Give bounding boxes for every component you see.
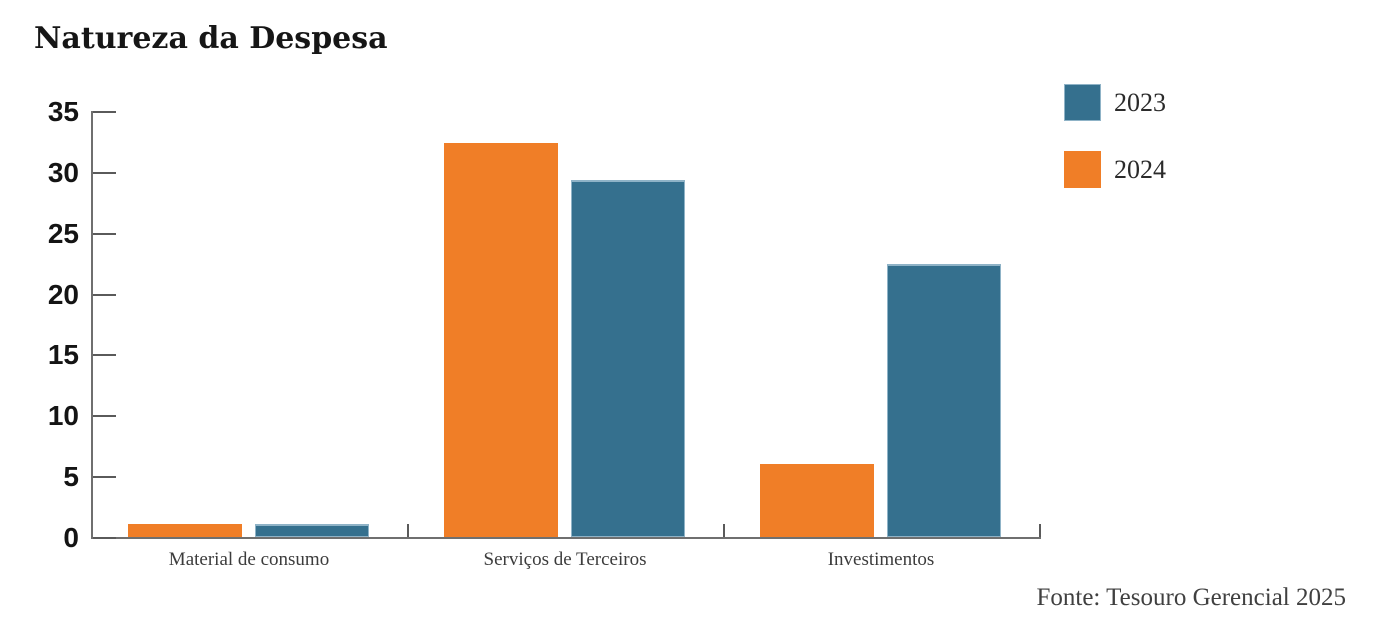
bar-2023-1 (571, 180, 685, 537)
y-tick-label: 10 (47, 400, 79, 431)
x-tick-mark (407, 524, 409, 537)
bar-2023-0 (255, 524, 369, 537)
legend-item-2024: 2024 (1064, 151, 1166, 188)
x-tick-mark (723, 524, 725, 537)
category-label-2: Investimentos (827, 549, 935, 570)
y-tick-mark (93, 111, 116, 113)
y-tick-label: 35 (47, 96, 79, 127)
y-tick-label: 5 (63, 461, 79, 492)
x-tick-mark (1039, 524, 1041, 537)
y-tick-label: 20 (47, 279, 79, 310)
legend: 2023 2024 (1064, 84, 1166, 188)
y-tick-mark (93, 172, 116, 174)
y-tick-label: 25 (47, 218, 79, 249)
legend-swatch-2023 (1064, 84, 1101, 121)
bar-2024-0 (128, 524, 242, 537)
y-tick-mark (93, 537, 116, 539)
legend-label: 2023 (1114, 88, 1166, 117)
chart-title: Natureza da Despesa (34, 21, 388, 56)
y-axis-line (91, 111, 93, 539)
y-tick-mark (93, 415, 116, 417)
y-tick-mark (93, 233, 116, 235)
y-tick-mark (93, 294, 116, 296)
y-tick-mark (93, 354, 116, 356)
category-label-1: Serviços de Terceiros (483, 549, 647, 570)
bar-2024-1 (444, 143, 558, 537)
x-axis-line (91, 537, 1041, 539)
bar-2024-2 (760, 464, 874, 537)
bar-2023-2 (887, 264, 1001, 537)
y-tick-label: 15 (47, 339, 79, 370)
legend-item-2023: 2023 (1064, 84, 1166, 121)
category-label-0: Material de consumo (168, 549, 330, 570)
source-note: Fonte: Tesouro Gerencial 2025 (1036, 584, 1346, 611)
legend-label: 2024 (1114, 155, 1166, 184)
legend-swatch-2024 (1064, 151, 1101, 188)
y-tick-label: 30 (47, 157, 79, 188)
y-tick-label: 0 (63, 522, 79, 553)
y-tick-mark (93, 476, 116, 478)
